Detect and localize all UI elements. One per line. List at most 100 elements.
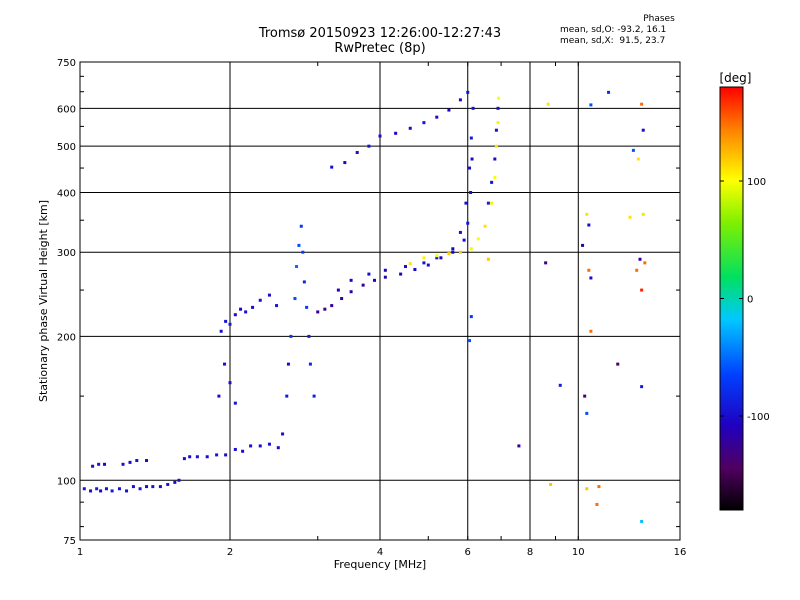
data-point [546, 102, 550, 106]
data-point [267, 293, 271, 297]
data-point [349, 278, 353, 282]
data-point [158, 485, 162, 489]
data-point [462, 238, 466, 242]
phases-summary: Phases mean, sd,O: -93.2, 16.1 mean, sd,… [560, 14, 718, 47]
data-point [422, 256, 426, 260]
data-point [275, 304, 279, 308]
data-point [641, 128, 645, 132]
x-tick-label: 4 [377, 547, 383, 558]
data-point [585, 487, 589, 491]
data-point [349, 290, 353, 294]
data-point [486, 201, 490, 205]
phases-o-stats: mean, sd,O: -93.2, 16.1 [560, 25, 667, 35]
data-point [297, 243, 301, 247]
data-point [493, 157, 497, 161]
data-point [643, 261, 647, 265]
data-point [394, 131, 398, 135]
data-point [447, 108, 451, 112]
data-point [249, 444, 253, 448]
data-point [496, 106, 500, 110]
x-tick-label: 2 [227, 547, 233, 558]
y-tick-label: 75 [63, 536, 76, 547]
data-point [121, 462, 125, 466]
data-point [233, 447, 237, 451]
y-tick-label: 500 [57, 142, 76, 153]
data-point [336, 288, 340, 292]
x-tick-label: 6 [465, 547, 471, 558]
y-tick-label: 300 [57, 248, 76, 259]
colorbar-tick-label: 100 [747, 177, 766, 188]
y-tick-label: 750 [57, 58, 76, 69]
data-point [597, 485, 601, 489]
data-point [233, 313, 237, 317]
data-point [241, 449, 245, 453]
data-point [308, 362, 312, 366]
data-point [224, 453, 228, 457]
data-point [408, 126, 412, 130]
data-point [408, 262, 412, 266]
chart-title: Tromsø 20150923 12:26:00-12:27:43 [258, 26, 502, 41]
data-point [589, 276, 593, 280]
data-point [173, 480, 177, 484]
data-point [640, 385, 644, 389]
y-tick-label: 400 [57, 188, 76, 199]
data-point [469, 190, 473, 194]
data-point [483, 224, 487, 228]
data-point [471, 106, 475, 110]
data-point [383, 268, 387, 272]
data-point [312, 394, 316, 398]
data-point [97, 462, 101, 466]
data-point [494, 144, 498, 148]
data-point [413, 268, 417, 272]
data-points [82, 90, 647, 523]
data-point [228, 322, 232, 326]
data-point [585, 411, 589, 415]
data-point [367, 144, 371, 148]
data-point [323, 307, 327, 311]
data-point [151, 485, 155, 489]
data-point [177, 478, 181, 482]
colorbar-tick-label: 0 [747, 295, 753, 306]
data-point [435, 256, 439, 260]
data-point [299, 224, 303, 228]
data-point [145, 458, 149, 462]
data-point [104, 487, 108, 491]
data-point [219, 329, 223, 333]
y-axis-label: Stationary phase Virtual Height [km] [37, 200, 50, 402]
data-point [595, 502, 599, 506]
data-point [607, 90, 611, 94]
data-point [110, 489, 114, 493]
x-tick-label: 16 [674, 547, 687, 558]
data-point [426, 263, 430, 267]
data-point [589, 329, 593, 333]
data-point [435, 115, 439, 119]
data-point [286, 362, 290, 366]
data-point [383, 275, 387, 279]
data-point [468, 339, 472, 343]
data-point [258, 444, 262, 448]
y-tick-label: 100 [57, 476, 76, 487]
data-point [89, 489, 93, 493]
data-point [343, 161, 347, 165]
data-point [641, 212, 645, 216]
data-point [138, 487, 142, 491]
data-point [224, 319, 228, 323]
data-point [640, 288, 644, 292]
data-point [281, 432, 285, 436]
data-point [125, 489, 129, 493]
axis-ticks: 1 2 4 6 8 10 16 75 100 200 300 400 500 600 750 [57, 58, 686, 558]
data-point [581, 243, 585, 247]
data-point [367, 272, 371, 276]
data-point [589, 103, 593, 107]
data-point [305, 305, 309, 309]
data-point [435, 254, 439, 258]
data-point [497, 96, 501, 100]
data-point [583, 394, 587, 398]
data-point [117, 487, 121, 491]
data-point [558, 383, 562, 387]
phases-x-stats: mean, sd,X: 91.5, 23.7 [560, 36, 666, 46]
data-point [458, 98, 462, 102]
data-point [267, 442, 271, 446]
data-point [635, 268, 639, 272]
y-tick-label: 600 [57, 104, 76, 115]
